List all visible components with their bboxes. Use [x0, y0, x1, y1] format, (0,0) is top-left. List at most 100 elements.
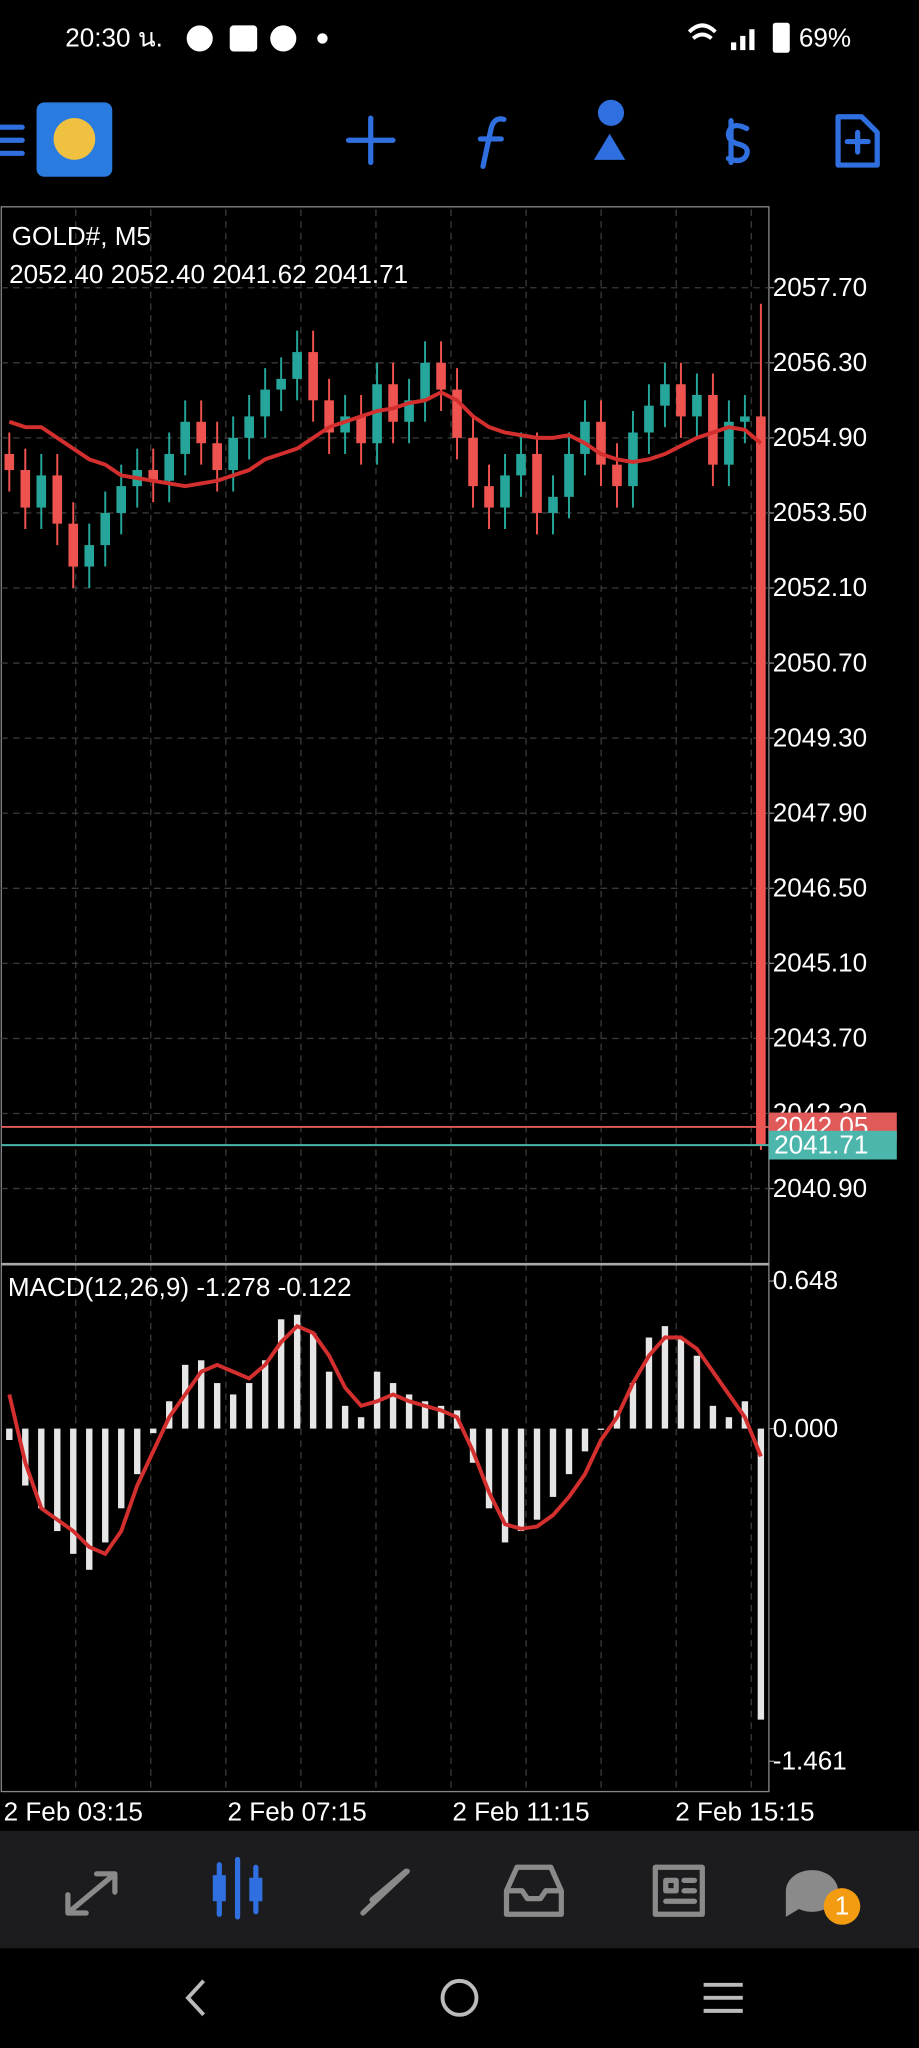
histogram-bar — [437, 1405, 445, 1429]
candle-body — [20, 470, 31, 508]
plot[interactable]: 2057.70 2056.30 2054.90 2053.50 2052.10 2050.… — [1, 209, 897, 1827]
bottom-nav-bar — [0, 1830, 919, 1949]
candle-body — [388, 384, 398, 422]
candle-body — [84, 545, 95, 567]
trade-tab[interactable] — [360, 1868, 410, 1916]
candle-body — [292, 352, 302, 379]
histogram-bar — [597, 1428, 605, 1430]
trade-button[interactable] — [725, 118, 750, 166]
histogram-bar — [341, 1405, 349, 1429]
price-label: 2041.71 — [774, 1129, 868, 1159]
crosshair-button[interactable] — [345, 115, 396, 166]
candle-body — [52, 475, 63, 524]
candle-body — [644, 405, 654, 433]
x-tick-label: 2 Feb 07:15 — [228, 1797, 367, 1827]
y-tick-label: -1.461 — [773, 1745, 847, 1775]
price-label-box — [768, 1130, 897, 1160]
y-tick-label: 2047.90 — [773, 797, 867, 827]
candle-body — [548, 496, 558, 513]
histogram-bar — [533, 1428, 541, 1520]
histogram-bar — [709, 1405, 717, 1429]
y-tick-label: 2057.70 — [773, 272, 867, 302]
histogram-bar — [517, 1428, 525, 1532]
objects-button[interactable] — [593, 99, 626, 160]
candle-body — [228, 437, 238, 471]
histogram-bar — [661, 1326, 669, 1429]
back-button[interactable] — [185, 1979, 206, 2017]
moving-average — [8, 390, 763, 489]
history-tab[interactable] — [503, 1864, 564, 1917]
candle-body — [724, 421, 734, 465]
quotes-tab[interactable] — [65, 1871, 118, 1916]
candle-body — [676, 384, 686, 417]
candle-body — [308, 352, 318, 401]
y-tick-label: 2056.30 — [773, 347, 867, 377]
histogram-bar — [581, 1428, 589, 1452]
y-tick-label: 2050.70 — [773, 647, 867, 677]
bottom-nav: 1 — [0, 1830, 919, 1949]
histogram-bar — [645, 1337, 653, 1429]
histogram-bar — [501, 1428, 509, 1543]
candle-body — [484, 486, 494, 508]
candle-body — [404, 400, 414, 422]
histogram-bar — [757, 1428, 765, 1720]
menu-button[interactable] — [0, 124, 25, 156]
facebook-icon — [186, 25, 213, 52]
candle-body — [580, 421, 590, 454]
candle-body — [564, 453, 574, 497]
signal-line — [7, 1323, 763, 1557]
badge — [823, 1888, 861, 1925]
candle-body — [660, 384, 670, 406]
indicators-button[interactable] — [477, 116, 507, 169]
chart-subtitle: 2052.40 2052.40 2041.62 2041.71 — [9, 259, 408, 289]
candle-body — [500, 475, 510, 508]
new-order-button[interactable] — [835, 114, 880, 168]
candle-body — [708, 394, 718, 465]
candle-body — [116, 486, 127, 513]
news-tab[interactable] — [652, 1864, 705, 1917]
compass-icon — [270, 25, 297, 52]
home-button[interactable] — [440, 1978, 479, 2017]
y-tick-label: 2040.90 — [773, 1173, 867, 1203]
macd-title: MACD(12,26,9) -1.278 -0.122 — [8, 1272, 352, 1302]
candle-body — [340, 416, 350, 433]
candle-body — [532, 453, 542, 513]
histogram-bar — [213, 1383, 221, 1429]
y-tick-label: 2054.90 — [773, 422, 867, 452]
candle-body — [212, 443, 222, 471]
histogram-bar — [261, 1360, 269, 1429]
bag-icon — [229, 25, 258, 52]
toolbar — [0, 99, 880, 177]
histogram-bar — [118, 1428, 125, 1509]
histogram-bar — [629, 1383, 637, 1429]
candle-body — [356, 416, 366, 444]
y-tick-label: 0.648 — [773, 1265, 838, 1295]
chart-frame — [0, 206, 770, 1793]
candle-body — [436, 362, 446, 390]
wifi-icon — [687, 23, 717, 40]
histogram-bar — [86, 1428, 93, 1570]
histogram-bar — [245, 1383, 253, 1429]
histogram-bar — [549, 1428, 557, 1497]
candle-body — [372, 384, 382, 444]
histogram-bar — [70, 1428, 77, 1554]
y-tick-label: 2043.70 — [773, 1023, 867, 1053]
histogram-bar — [725, 1417, 733, 1429]
chart-tab-candle — [249, 1877, 263, 1902]
histogram-bar — [421, 1401, 429, 1429]
candle-body — [276, 378, 286, 390]
histogram-bar — [134, 1428, 141, 1475]
y-tick-label: 0.000 — [773, 1413, 838, 1443]
histogram-bar — [6, 1428, 13, 1440]
system-nav — [185, 1978, 743, 2017]
histogram-bar — [54, 1428, 61, 1532]
histogram-bar — [102, 1428, 109, 1543]
histogram-bar — [469, 1428, 477, 1463]
histogram-bar — [197, 1360, 205, 1429]
recents-button[interactable] — [703, 1982, 743, 2013]
candle-body — [164, 453, 175, 481]
histogram-bar — [325, 1371, 333, 1429]
